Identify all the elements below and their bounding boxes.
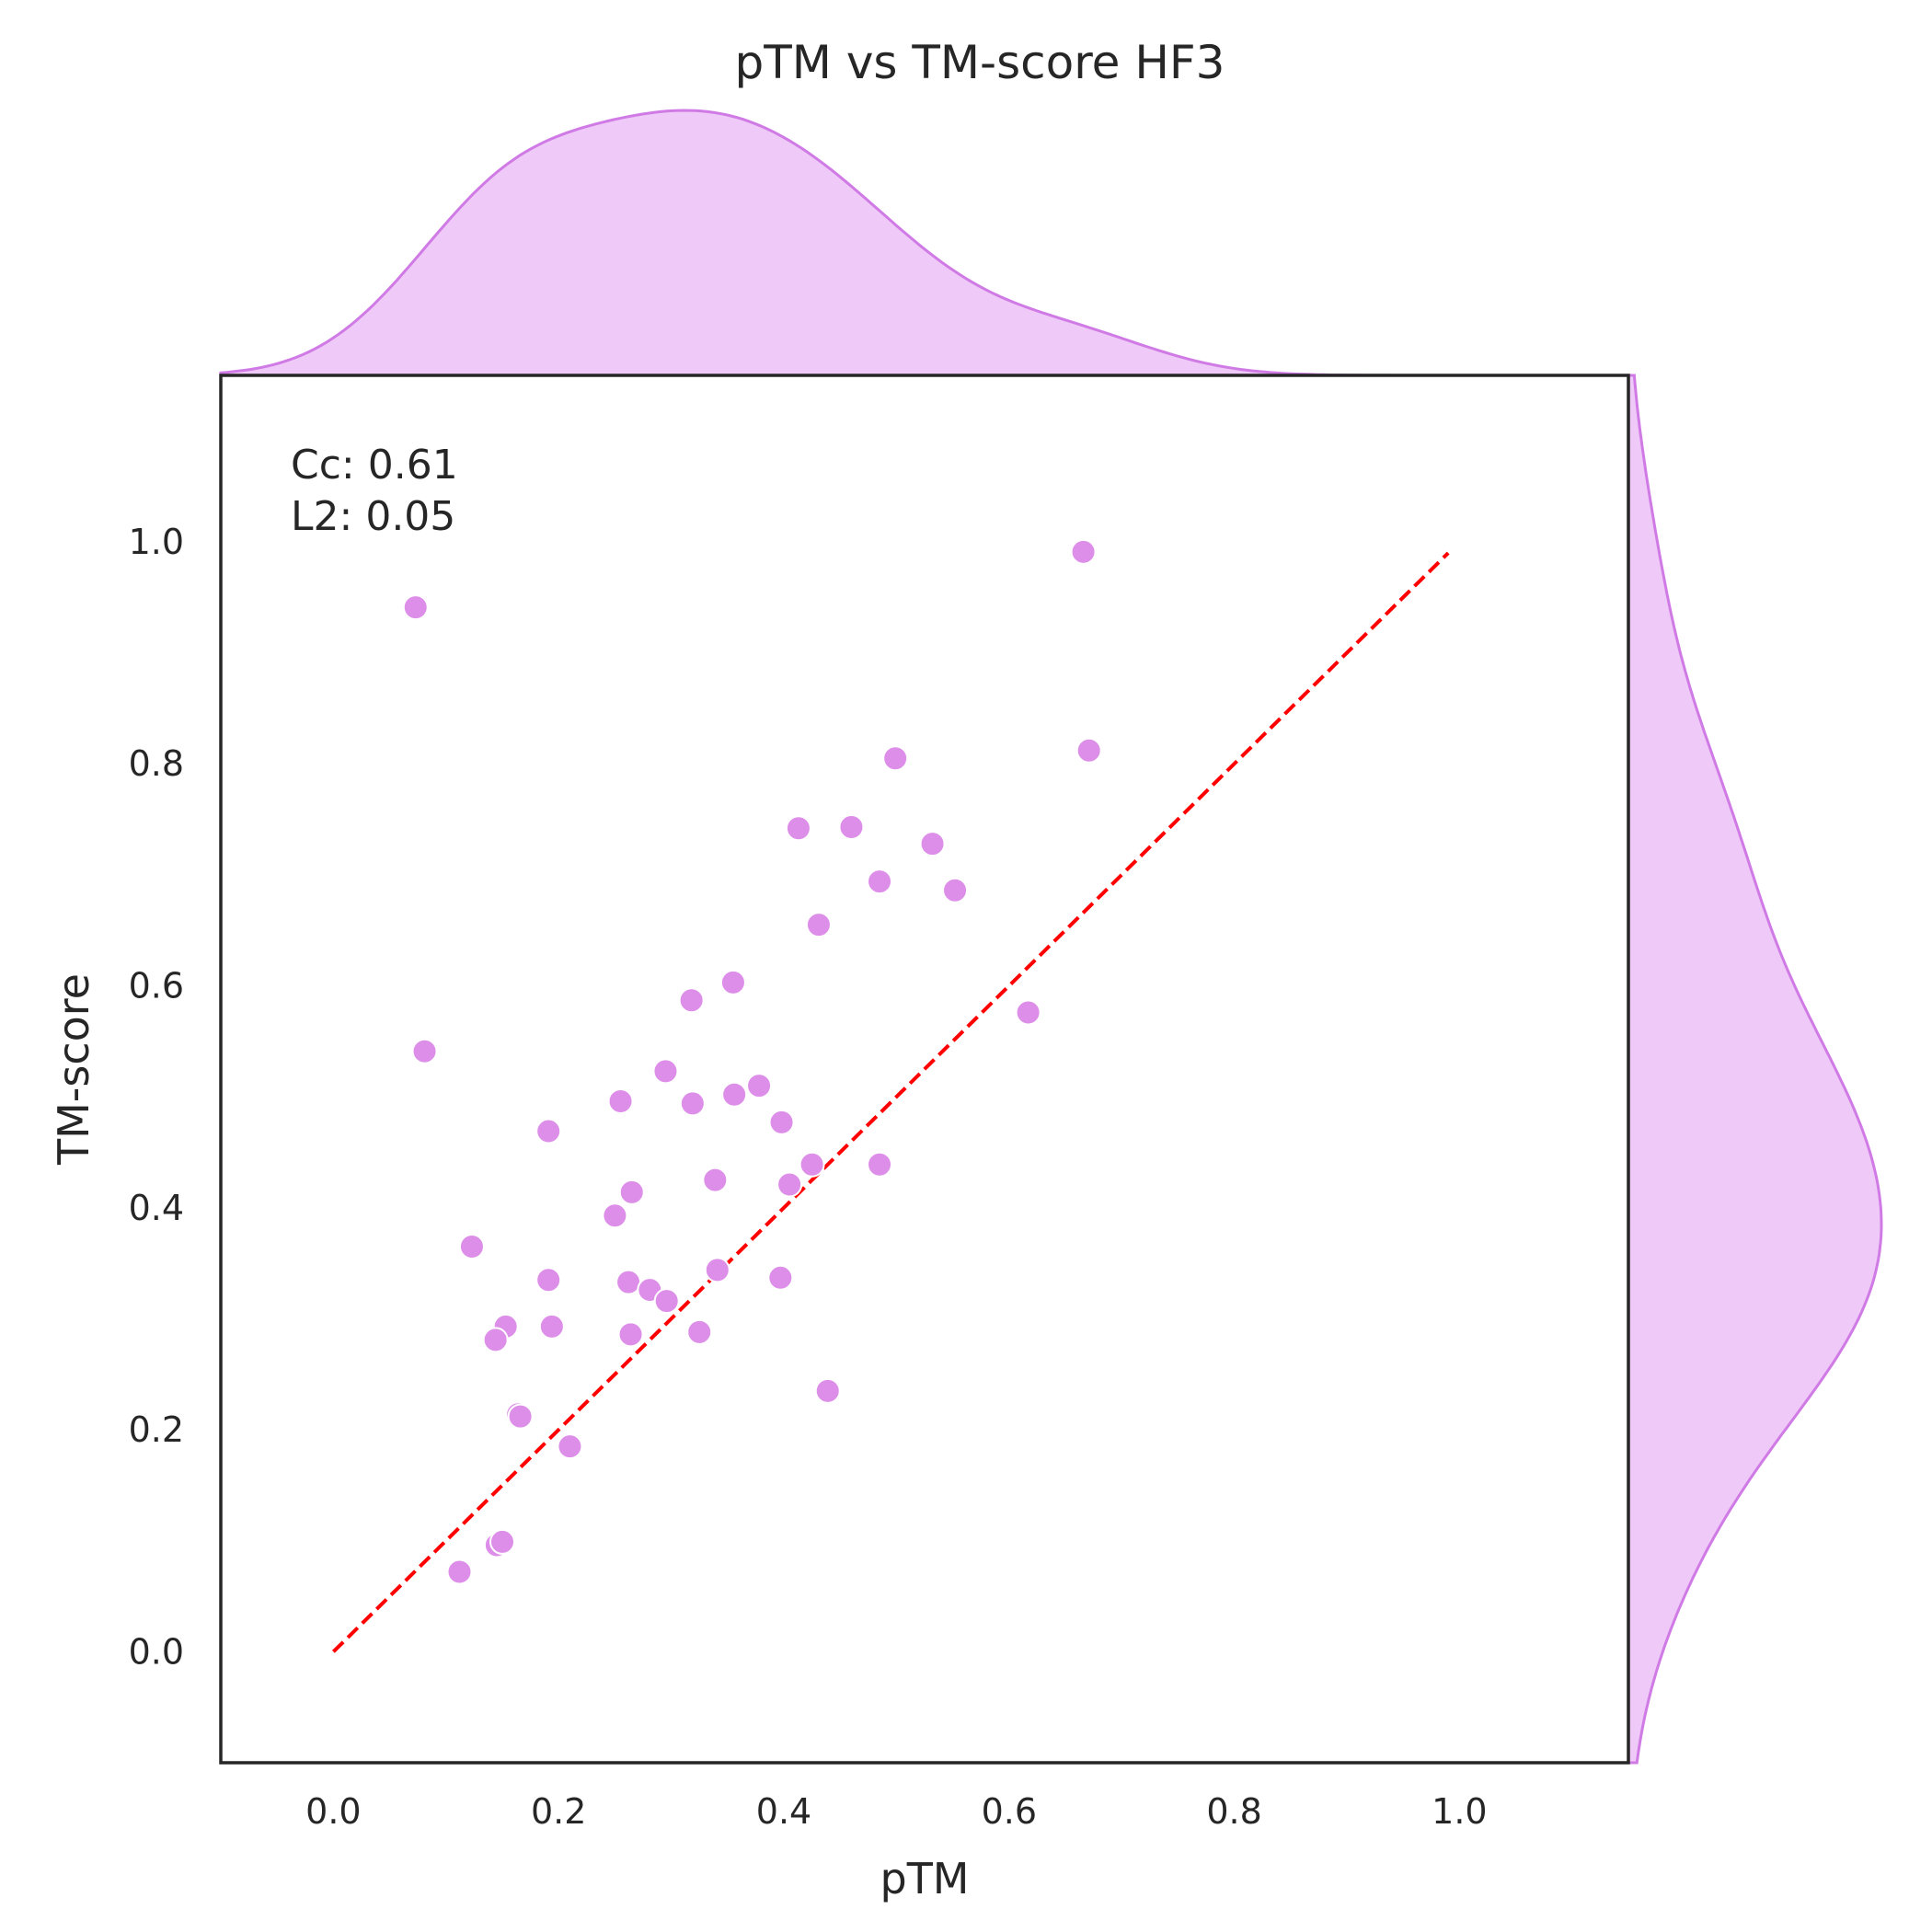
scatter-point	[767, 1264, 794, 1291]
y-tick-label: 0.8	[129, 743, 184, 784]
scatter-point	[768, 1109, 795, 1135]
scatter-point	[607, 1087, 634, 1114]
scatter-point	[652, 1058, 679, 1085]
right-marginal-kde	[1627, 374, 1883, 1765]
scatter-point	[942, 877, 969, 903]
x-axis-ticks: 0.0 0.2 0.4 0.6 0.8 1.0	[305, 1791, 1487, 1832]
y-tick-label: 0.0	[129, 1631, 184, 1672]
x-tick-label: 0.2	[531, 1791, 586, 1832]
top-marginal-kde	[219, 109, 1628, 377]
scatter-point	[538, 1313, 565, 1340]
scatter-point	[867, 1151, 893, 1178]
scatter-point	[617, 1321, 644, 1348]
scatter-point	[686, 1318, 713, 1345]
scatter-point	[489, 1528, 515, 1555]
y-axis-label: TM-score	[49, 973, 98, 1166]
y-tick-label: 0.6	[129, 966, 184, 1006]
identity-line	[331, 551, 1450, 1653]
scatter-point	[721, 1081, 748, 1108]
x-tick-label: 0.8	[1206, 1791, 1261, 1832]
scatter-point	[446, 1558, 473, 1585]
chart-title: pTM vs TM-score HF3	[735, 36, 1225, 89]
scatter-point	[1070, 538, 1097, 565]
scatter-point	[1015, 999, 1041, 1026]
x-axis-label: pTM	[880, 1854, 970, 1903]
scatter-point	[679, 1090, 706, 1117]
scatter-point	[618, 1179, 645, 1205]
l2-stat: L2: 0.05	[291, 493, 455, 540]
scatter-point	[776, 1171, 803, 1198]
scatter-point	[785, 815, 811, 842]
plot-frame	[219, 374, 1630, 1765]
scatter-point	[602, 1202, 628, 1229]
scatter-point	[867, 868, 893, 895]
scatter-point	[411, 1038, 438, 1064]
scatter-point	[719, 969, 746, 995]
scatter-point	[615, 1269, 642, 1295]
scatter-point	[702, 1167, 729, 1193]
scatter-point	[1075, 737, 1102, 764]
scatter-point	[678, 987, 705, 1014]
top-kde-curve	[219, 109, 1628, 377]
scatter-point	[535, 1267, 562, 1294]
scatter-point	[799, 1151, 825, 1178]
right-kde-curve	[1627, 374, 1883, 1765]
y-tick-label: 1.0	[129, 522, 184, 562]
scatter-points	[402, 538, 1102, 1585]
scatter-point	[919, 831, 946, 857]
y-tick-label: 0.4	[129, 1188, 184, 1228]
scatter-point	[557, 1433, 583, 1460]
y-axis-ticks: 0.0 0.2 0.4 0.6 0.8 1.0	[129, 522, 184, 1672]
scatter-point	[653, 1288, 680, 1315]
scatter-point	[507, 1403, 534, 1430]
scatter-point	[458, 1234, 485, 1260]
x-tick-label: 0.4	[756, 1791, 811, 1832]
y-tick-label: 0.2	[129, 1409, 184, 1450]
scatter-point	[704, 1257, 730, 1283]
scatter-point	[746, 1073, 773, 1099]
correlation-stat: Cc: 0.61	[291, 442, 458, 489]
scatter-point	[882, 745, 909, 772]
scatter-point	[805, 912, 832, 938]
x-tick-label: 0.6	[982, 1791, 1037, 1832]
x-tick-label: 1.0	[1432, 1791, 1487, 1832]
scatter-point	[402, 594, 429, 621]
scatter-point	[814, 1377, 841, 1404]
scatter-point	[838, 814, 865, 841]
scatter-point	[535, 1118, 562, 1144]
identity-dashed-line	[331, 551, 1450, 1653]
scatter-point	[482, 1327, 509, 1353]
x-tick-label: 0.0	[305, 1791, 361, 1832]
